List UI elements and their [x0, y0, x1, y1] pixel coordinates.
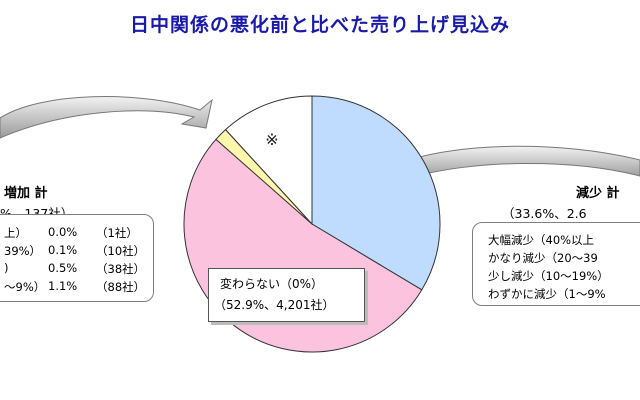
- pie-slice-3: [224, 95, 313, 226]
- no-change-label-box: [208, 268, 365, 322]
- increase-box: [0, 214, 154, 302]
- pie-slice-0: [311, 95, 441, 291]
- decrease-summary: （33.6%、2.6: [502, 206, 587, 221]
- no-change-label: 変わらない（0%）: [220, 277, 324, 291]
- decrease-row: 大幅減少（40%以上: [488, 233, 595, 247]
- increase-row-count: （88社）: [96, 280, 146, 294]
- increase-row-pct: 0.5%: [48, 261, 78, 275]
- increase-row-pct: 1.1%: [48, 279, 78, 293]
- increase-row-range: ): [4, 261, 9, 275]
- increase-row-range: 〜9%）: [4, 280, 46, 294]
- decrease-row: わずかに減少（1〜9%: [488, 287, 606, 301]
- left-arrow-shape: [0, 96, 213, 139]
- note-mark: ※: [265, 130, 278, 149]
- decrease-row: かなり減少（20〜39: [488, 251, 598, 265]
- increase-row-pct: 0.0%: [48, 225, 78, 239]
- increase-row-count: （10社）: [96, 244, 146, 258]
- increase-row-pct: 0.1%: [48, 243, 78, 257]
- no-change-detail: （52.9%、4,201社）: [214, 298, 335, 312]
- increase-row-count: （1社）: [96, 226, 138, 240]
- increase-row-range: 上）: [4, 226, 27, 240]
- decrease-box: [472, 222, 640, 306]
- decrease-row: 少し減少（10〜19%）: [488, 269, 609, 283]
- increase-row-range: 39%）: [4, 244, 42, 258]
- decrease-heading: 減少 計: [576, 186, 620, 201]
- increase-heading: 増加 計: [4, 186, 48, 201]
- chart-title: 日中関係の悪化前と比べた売り上げ見込み: [129, 14, 510, 36]
- increase-row-count: （38社）: [96, 262, 146, 276]
